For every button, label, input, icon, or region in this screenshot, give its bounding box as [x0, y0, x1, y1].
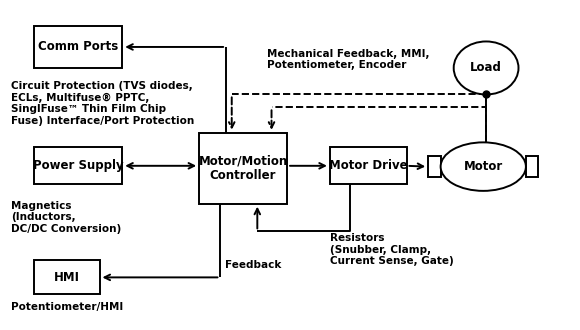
Text: Mechanical Feedback, MMI,
Potentiometer, Encoder: Mechanical Feedback, MMI, Potentiometer,… — [267, 49, 430, 70]
Text: Power Supply: Power Supply — [33, 159, 124, 172]
Text: Circuit Protection (TVS diodes,
ECLs, Multifuse® PPTC,
SinglFuse™ Thin Film Chip: Circuit Protection (TVS diodes, ECLs, Mu… — [12, 81, 195, 126]
Text: Feedback: Feedback — [224, 260, 281, 270]
Text: Motor/Motion
Controller: Motor/Motion Controller — [198, 154, 288, 182]
Text: Resistors
(Snubber, Clamp,
Current Sense, Gate): Resistors (Snubber, Clamp, Current Sense… — [330, 233, 454, 266]
FancyBboxPatch shape — [34, 147, 122, 184]
Text: Potentiometer/HMI: Potentiometer/HMI — [12, 302, 124, 313]
Ellipse shape — [454, 42, 519, 94]
Text: HMI: HMI — [54, 271, 80, 284]
FancyBboxPatch shape — [34, 260, 100, 294]
Text: Motor Drive: Motor Drive — [329, 159, 408, 172]
Text: Motor: Motor — [463, 160, 503, 173]
FancyBboxPatch shape — [330, 147, 407, 184]
FancyBboxPatch shape — [199, 133, 287, 204]
FancyBboxPatch shape — [428, 156, 441, 177]
Text: Comm Ports: Comm Ports — [38, 41, 118, 53]
FancyBboxPatch shape — [34, 26, 122, 68]
FancyBboxPatch shape — [526, 156, 538, 177]
Text: Magnetics
(Inductors,
DC/DC Conversion): Magnetics (Inductors, DC/DC Conversion) — [12, 201, 122, 234]
Text: Load: Load — [470, 61, 502, 75]
Circle shape — [441, 142, 526, 191]
